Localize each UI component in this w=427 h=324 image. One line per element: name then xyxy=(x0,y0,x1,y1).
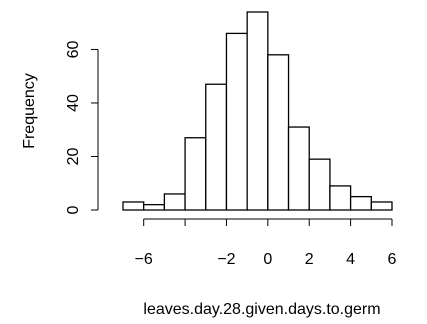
histogram-bar xyxy=(370,201,393,211)
histogram-bar xyxy=(205,83,228,211)
histogram-bar xyxy=(329,185,352,211)
y-tick-label: 40 xyxy=(65,94,82,112)
x-tick-label: 4 xyxy=(346,251,355,268)
x-tick-label: −2 xyxy=(217,251,235,268)
histogram-bar xyxy=(163,193,186,211)
x-axis-label: leaves.day.28.given.days.to.germ xyxy=(143,301,380,318)
histogram-bar xyxy=(267,54,290,211)
histogram-bar xyxy=(122,201,145,211)
histogram-bar xyxy=(143,203,166,211)
histogram-bar xyxy=(349,195,372,211)
y-tick-label: 60 xyxy=(65,40,82,58)
histogram-bar xyxy=(308,158,331,211)
x-tick-label: 6 xyxy=(388,251,397,268)
y-tick-label: 0 xyxy=(65,205,82,214)
y-axis-label: Frequency xyxy=(21,73,38,149)
histogram-bar xyxy=(184,137,207,211)
histogram-bar xyxy=(225,32,248,211)
x-axis: −6 −2 0 2 4 6 xyxy=(135,218,397,268)
bars xyxy=(122,11,393,211)
x-tick-label: 2 xyxy=(305,251,314,268)
y-tick-label: 20 xyxy=(65,147,82,165)
histogram-bar xyxy=(246,11,269,211)
histogram-bar xyxy=(287,126,310,211)
x-tick-label: −6 xyxy=(135,251,153,268)
x-tick-label: 0 xyxy=(263,251,272,268)
y-axis: 0 20 40 60 xyxy=(65,40,99,214)
